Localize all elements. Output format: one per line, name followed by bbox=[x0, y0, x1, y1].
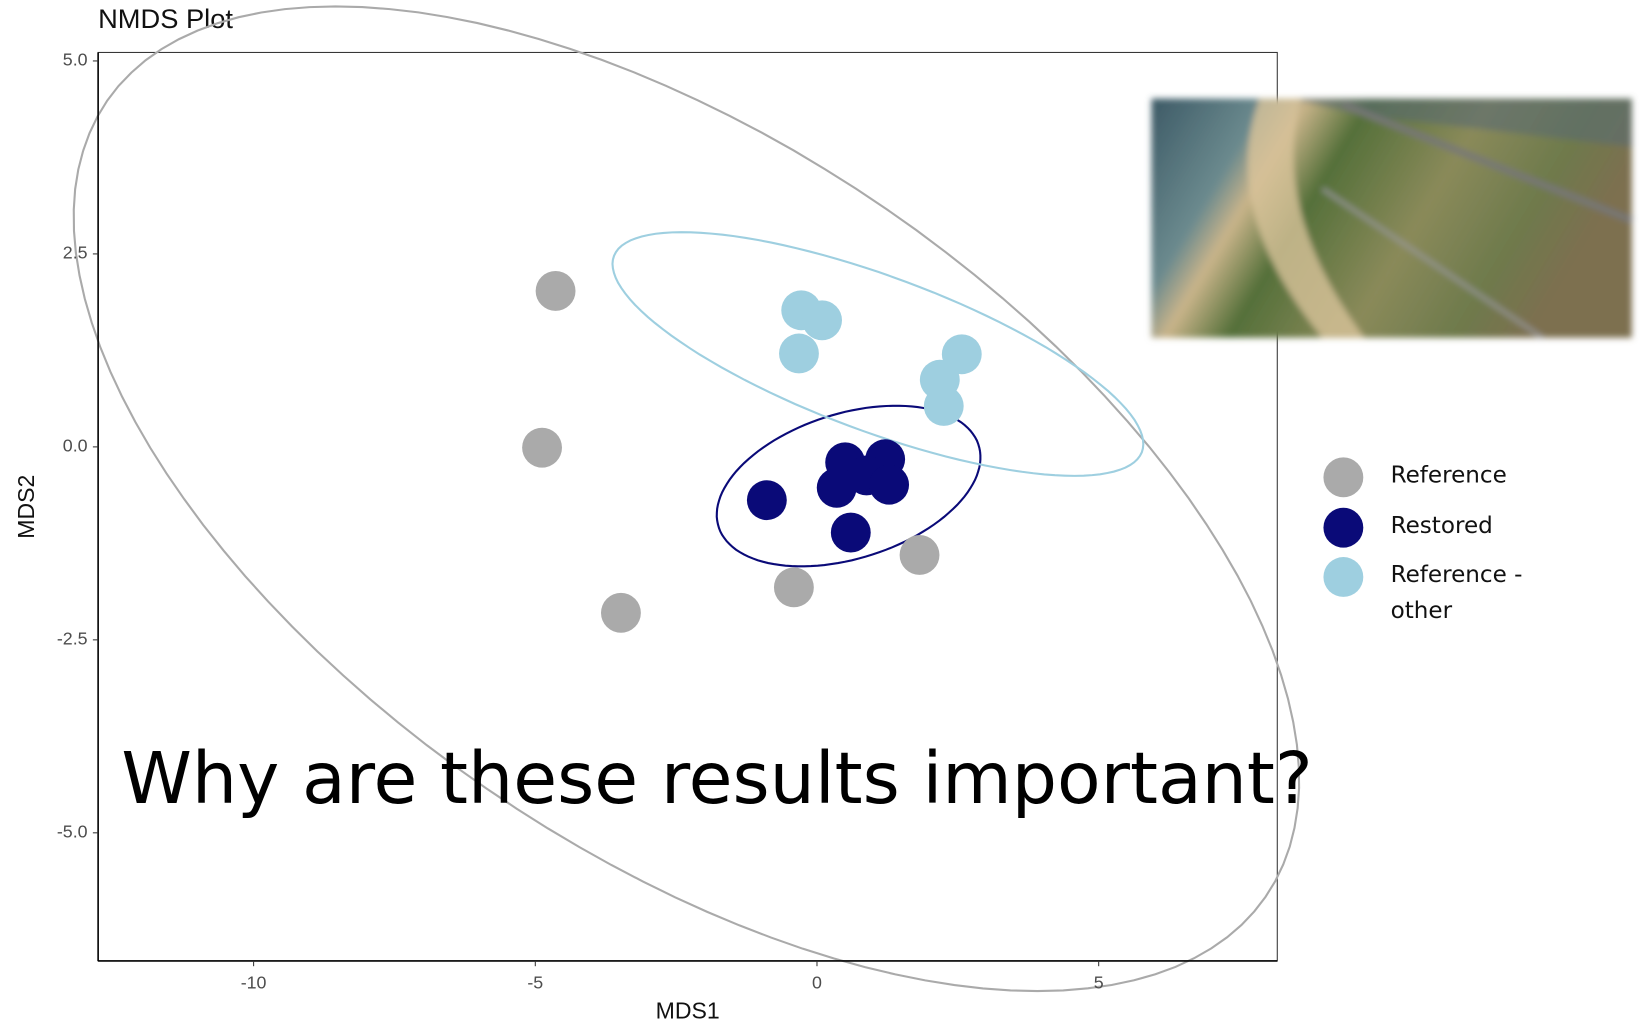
legend-swatch bbox=[1323, 557, 1363, 597]
photo bbox=[1151, 99, 1631, 338]
point bbox=[536, 271, 576, 311]
confidence-ellipse bbox=[74, 6, 1299, 991]
y-tick-label: -2.5 bbox=[57, 629, 88, 649]
legend-label: Restored bbox=[1391, 509, 1527, 545]
plot-area bbox=[74, 6, 1299, 991]
x-tick-label: -5 bbox=[527, 973, 543, 993]
panel-border bbox=[98, 52, 1277, 961]
point bbox=[779, 334, 819, 374]
point bbox=[802, 300, 842, 340]
y-tick-label: 2.5 bbox=[63, 243, 88, 263]
point bbox=[831, 513, 871, 553]
legend-label: Reference bbox=[1391, 458, 1527, 494]
y-axis-title: MDS2 bbox=[13, 475, 39, 539]
legend-swatch bbox=[1323, 457, 1363, 497]
point bbox=[900, 535, 940, 575]
page: {"chart_data": { "type": "scatter", "tit… bbox=[0, 0, 1645, 1026]
chart: NMDS Plot Why are these results importan… bbox=[0, 0, 1645, 1026]
legend-label: Reference - other bbox=[1391, 558, 1527, 629]
point bbox=[601, 593, 641, 633]
legend-label-box: Reference - other bbox=[1391, 558, 1559, 642]
annotation: Why are these results important? bbox=[121, 737, 1312, 820]
point bbox=[817, 468, 857, 508]
x-tick-label: 5 bbox=[1094, 973, 1104, 993]
legend: Reference Restored Reference - other bbox=[1323, 457, 1558, 642]
point bbox=[924, 386, 964, 426]
point bbox=[774, 567, 814, 607]
x-axis-title: MDS1 bbox=[656, 997, 720, 1023]
y-tick-label: 0.0 bbox=[63, 436, 88, 456]
point bbox=[522, 428, 562, 468]
x-tick-label: 0 bbox=[812, 973, 822, 993]
chart-title: NMDS Plot bbox=[98, 3, 233, 34]
point bbox=[869, 465, 909, 505]
point bbox=[747, 480, 787, 520]
x-tick-label: -10 bbox=[241, 973, 267, 993]
y-tick-label: -5.0 bbox=[57, 822, 88, 842]
legend-swatch bbox=[1323, 508, 1363, 548]
y-tick-label: 5.0 bbox=[63, 50, 88, 70]
